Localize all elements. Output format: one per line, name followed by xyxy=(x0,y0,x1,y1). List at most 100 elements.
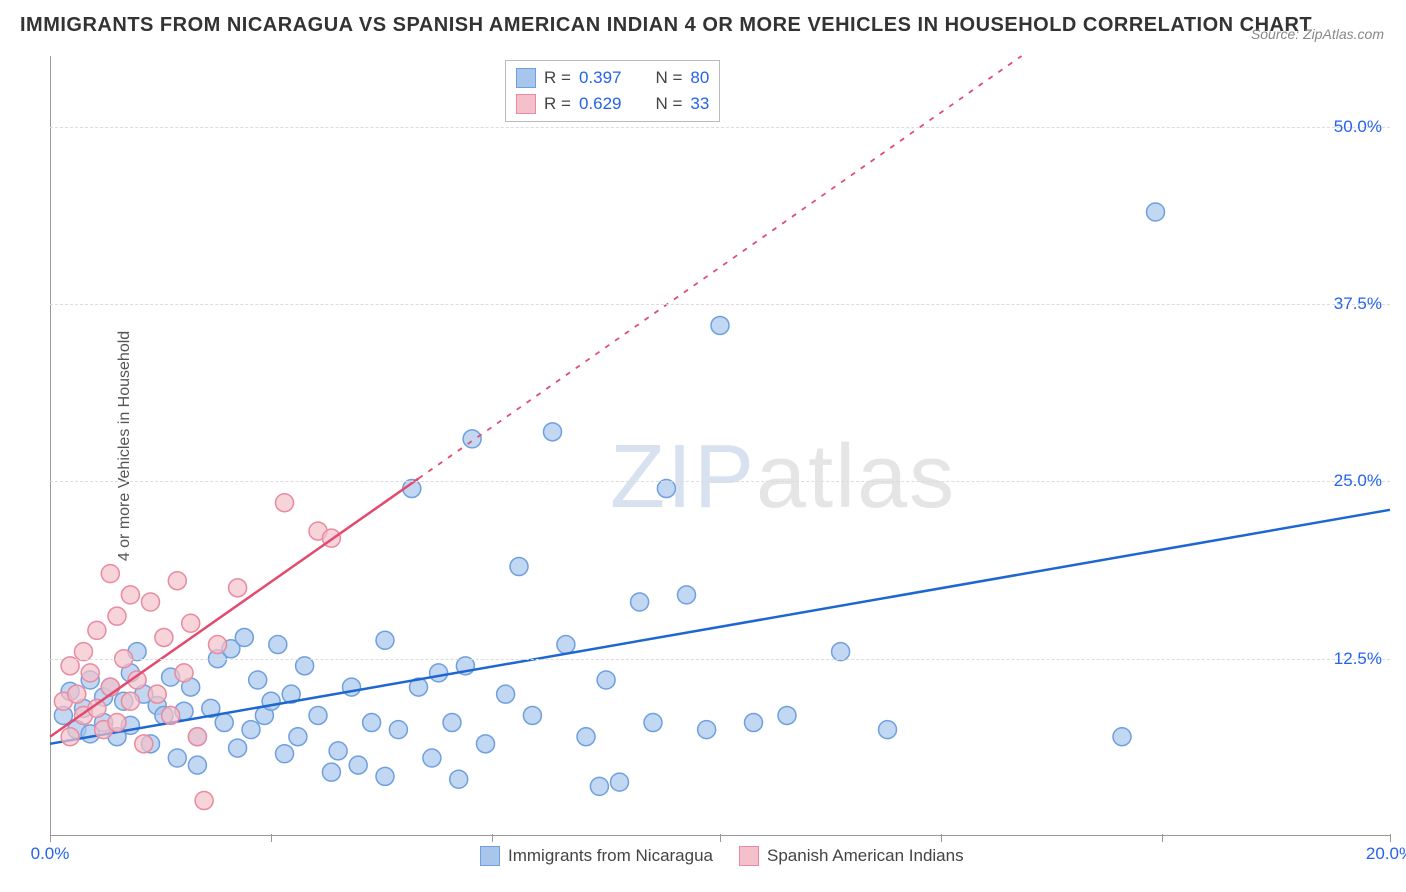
data-point-spanish_indian xyxy=(108,714,126,732)
swatch-icon xyxy=(739,846,759,866)
data-point-nicaragua xyxy=(376,767,394,785)
source-credit: Source: ZipAtlas.com xyxy=(1251,26,1384,42)
chart-title: IMMIGRANTS FROM NICARAGUA VS SPANISH AME… xyxy=(20,14,1312,37)
data-point-nicaragua xyxy=(477,735,495,753)
data-point-spanish_indian xyxy=(88,621,106,639)
data-point-nicaragua xyxy=(229,739,247,757)
data-point-nicaragua xyxy=(879,721,897,739)
y-tick-label: 25.0% xyxy=(1334,471,1382,491)
data-point-nicaragua xyxy=(423,749,441,767)
trend-line-spanish_indian xyxy=(50,479,419,737)
chart-svg-layer xyxy=(50,56,1390,836)
data-point-nicaragua xyxy=(523,706,541,724)
x-tick xyxy=(1390,834,1391,842)
data-point-spanish_indian xyxy=(276,494,294,512)
data-point-nicaragua xyxy=(544,423,562,441)
data-point-nicaragua xyxy=(329,742,347,760)
data-point-spanish_indian xyxy=(195,792,213,810)
legend-item-nicaragua: Immigrants from Nicaragua xyxy=(480,846,713,866)
gridline xyxy=(50,481,1390,482)
gridline xyxy=(50,127,1390,128)
data-point-nicaragua xyxy=(309,706,327,724)
data-point-nicaragua xyxy=(242,721,260,739)
data-point-nicaragua xyxy=(463,430,481,448)
trend-line-nicaragua xyxy=(50,510,1390,744)
stat-r-label: R = xyxy=(544,94,571,114)
data-point-nicaragua xyxy=(235,628,253,646)
data-point-spanish_indian xyxy=(162,706,180,724)
data-point-nicaragua xyxy=(1113,728,1131,746)
data-point-spanish_indian xyxy=(148,685,166,703)
stat-r-value: 0.629 xyxy=(579,94,622,114)
data-point-nicaragua xyxy=(450,770,468,788)
data-point-spanish_indian xyxy=(182,614,200,632)
data-point-nicaragua xyxy=(644,714,662,732)
stat-r-value: 0.397 xyxy=(579,68,622,88)
legend-label: Spanish American Indians xyxy=(767,846,964,866)
y-tick-label: 12.5% xyxy=(1334,649,1382,669)
swatch-icon xyxy=(516,94,536,114)
data-point-nicaragua xyxy=(168,749,186,767)
x-tick xyxy=(941,834,942,842)
data-point-nicaragua xyxy=(276,745,294,763)
legend-label: Immigrants from Nicaragua xyxy=(508,846,713,866)
data-point-spanish_indian xyxy=(108,607,126,625)
x-tick-label: 20.0% xyxy=(1366,844,1406,864)
stat-n-value: 80 xyxy=(690,68,709,88)
swatch-icon xyxy=(480,846,500,866)
data-point-spanish_indian xyxy=(209,636,227,654)
x-tick xyxy=(50,834,51,842)
data-point-spanish_indian xyxy=(135,735,153,753)
data-point-spanish_indian xyxy=(229,579,247,597)
stats-row-spanish_indian: R =0.629N =33 xyxy=(516,91,709,117)
data-point-nicaragua xyxy=(711,316,729,334)
data-point-spanish_indian xyxy=(61,728,79,746)
data-point-nicaragua xyxy=(188,756,206,774)
legend-item-spanish_indian: Spanish American Indians xyxy=(739,846,964,866)
data-point-spanish_indian xyxy=(142,593,160,611)
stat-r-label: R = xyxy=(544,68,571,88)
data-point-nicaragua xyxy=(389,721,407,739)
data-point-nicaragua xyxy=(363,714,381,732)
data-point-nicaragua xyxy=(778,706,796,724)
stats-legend: R =0.397N =80R =0.629N =33 xyxy=(505,60,720,122)
data-point-nicaragua xyxy=(698,721,716,739)
data-point-nicaragua xyxy=(745,714,763,732)
data-point-nicaragua xyxy=(510,558,528,576)
stat-n-label: N = xyxy=(655,68,682,88)
data-point-spanish_indian xyxy=(175,664,193,682)
data-point-nicaragua xyxy=(322,763,340,781)
x-tick-label: 0.0% xyxy=(31,844,70,864)
y-tick-label: 50.0% xyxy=(1334,117,1382,137)
data-point-spanish_indian xyxy=(81,664,99,682)
data-point-nicaragua xyxy=(577,728,595,746)
data-point-nicaragua xyxy=(1147,203,1165,221)
x-tick xyxy=(720,834,721,842)
x-tick xyxy=(271,834,272,842)
data-point-spanish_indian xyxy=(101,565,119,583)
stats-row-nicaragua: R = 0.397 N = 80 xyxy=(516,65,709,91)
data-point-nicaragua xyxy=(631,593,649,611)
gridline xyxy=(50,659,1390,660)
chart-plot-area: ZIPatlas R =0.397N =80R =0.629N =33 Immi… xyxy=(50,56,1390,836)
data-point-nicaragua xyxy=(557,636,575,654)
data-point-nicaragua xyxy=(376,631,394,649)
data-point-nicaragua xyxy=(597,671,615,689)
x-tick xyxy=(492,834,493,842)
data-point-nicaragua xyxy=(611,773,629,791)
stat-n-label: N = xyxy=(655,94,682,114)
data-point-nicaragua xyxy=(215,714,233,732)
data-point-spanish_indian xyxy=(168,572,186,590)
gridline xyxy=(50,304,1390,305)
data-point-nicaragua xyxy=(590,777,608,795)
swatch-icon xyxy=(516,68,536,88)
data-point-spanish_indian xyxy=(121,586,139,604)
x-tick xyxy=(1162,834,1163,842)
data-point-nicaragua xyxy=(430,664,448,682)
data-point-nicaragua xyxy=(349,756,367,774)
data-point-nicaragua xyxy=(269,636,287,654)
data-point-spanish_indian xyxy=(68,685,86,703)
data-point-spanish_indian xyxy=(188,728,206,746)
data-point-nicaragua xyxy=(249,671,267,689)
data-point-nicaragua xyxy=(289,728,307,746)
